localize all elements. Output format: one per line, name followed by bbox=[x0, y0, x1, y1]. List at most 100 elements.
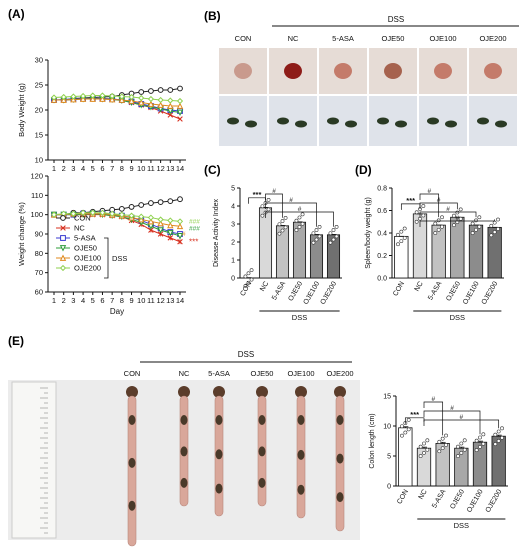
colon-photo-panel: DSS CON NC 5-ASA OJE50 OJE100 OJE200 bbox=[8, 350, 360, 547]
data-point bbox=[489, 223, 494, 228]
significance-mark: # bbox=[272, 188, 276, 195]
data-point bbox=[328, 231, 333, 236]
data-point bbox=[331, 237, 336, 242]
legend-label: OJE100 bbox=[74, 254, 101, 263]
significance-mark: # bbox=[298, 206, 302, 213]
x-tick-label: 6 bbox=[100, 164, 104, 173]
x-tick-label: 7 bbox=[110, 164, 114, 173]
cecum bbox=[126, 386, 138, 398]
significance-mark: ### bbox=[189, 225, 200, 232]
data-point bbox=[138, 202, 145, 208]
data-point bbox=[418, 444, 423, 449]
group-label: OJE50 bbox=[382, 34, 405, 43]
anus-region bbox=[484, 63, 502, 79]
stool-in-colon bbox=[180, 446, 188, 457]
y-tick-label: 110 bbox=[31, 191, 43, 200]
stool-in-colon bbox=[215, 449, 223, 460]
data-point bbox=[157, 96, 164, 104]
data-point bbox=[436, 227, 441, 232]
data-point bbox=[128, 212, 135, 219]
y-tick-label: 1 bbox=[231, 258, 235, 265]
data-point bbox=[414, 219, 419, 224]
stool-in-colon bbox=[258, 415, 266, 425]
y-tick-label: 120 bbox=[30, 172, 43, 181]
data-point bbox=[334, 225, 339, 229]
data-point bbox=[311, 240, 316, 245]
stool-in-colon bbox=[258, 446, 266, 457]
data-point bbox=[260, 204, 265, 209]
x-tick-label: 14 bbox=[176, 296, 184, 305]
cecum bbox=[295, 386, 307, 398]
anus-region bbox=[384, 63, 402, 79]
data-point bbox=[462, 438, 467, 443]
legend-dss-label: DSS bbox=[112, 254, 127, 263]
data-point bbox=[317, 234, 322, 239]
panel-label-c: (C) bbox=[204, 163, 221, 177]
data-point bbox=[399, 239, 404, 244]
group-label: OJE100 bbox=[429, 34, 456, 43]
x-tick-label: 8 bbox=[120, 164, 124, 173]
panel-label-b: (B) bbox=[204, 9, 221, 23]
x-tick-label: 5-ASA bbox=[271, 280, 287, 301]
data-point bbox=[396, 242, 400, 247]
data-point bbox=[99, 209, 106, 216]
data-point bbox=[334, 234, 339, 239]
data-point bbox=[157, 87, 164, 93]
data-point bbox=[452, 223, 456, 228]
group-label: OJE100 bbox=[287, 369, 314, 378]
dss-header-label: DSS bbox=[388, 15, 404, 24]
feces-photo bbox=[319, 96, 367, 146]
sig-bracket bbox=[419, 202, 458, 210]
significance-mark: # bbox=[446, 206, 450, 213]
feces-photo bbox=[369, 96, 417, 146]
legend-label: NC bbox=[74, 224, 85, 233]
panel-label-e: (E) bbox=[8, 334, 24, 348]
data-point bbox=[167, 217, 174, 224]
data-point bbox=[459, 451, 464, 455]
data-point bbox=[421, 213, 426, 218]
legend-label: CON bbox=[74, 214, 91, 223]
data-point bbox=[246, 271, 251, 276]
x-tick-label: 3 bbox=[71, 296, 75, 305]
data-point bbox=[300, 221, 305, 226]
data-point bbox=[59, 254, 67, 261]
y-tick-label: 15 bbox=[383, 394, 391, 401]
sig-bracket bbox=[423, 410, 481, 435]
data-point bbox=[266, 207, 271, 212]
y-tick-label: 90 bbox=[35, 230, 43, 239]
feces-pellet bbox=[227, 117, 239, 125]
y-tick-label: 30 bbox=[35, 56, 43, 65]
data-point bbox=[402, 236, 407, 240]
significance-mark: # bbox=[182, 231, 186, 238]
significance-mark: # bbox=[289, 197, 293, 204]
data-point bbox=[157, 227, 164, 234]
data-point bbox=[59, 245, 67, 252]
data-point bbox=[433, 221, 438, 226]
data-point bbox=[79, 209, 87, 216]
data-point bbox=[458, 216, 463, 221]
sig-bracket bbox=[423, 401, 444, 436]
data-point bbox=[128, 97, 135, 104]
anus-region bbox=[284, 63, 302, 79]
data-point bbox=[452, 213, 456, 218]
panel-label-a: (A) bbox=[8, 7, 25, 21]
cecum bbox=[213, 386, 225, 398]
significance-mark: ### bbox=[189, 218, 200, 225]
significance-mark: # bbox=[428, 188, 432, 195]
data-point bbox=[496, 439, 501, 443]
y-tick-label: 5 bbox=[231, 186, 235, 193]
data-point bbox=[500, 435, 504, 440]
data-point bbox=[109, 92, 116, 100]
data-point bbox=[436, 218, 441, 223]
y-tick-label: 0.4 bbox=[377, 231, 387, 238]
y-tick-label: 80 bbox=[35, 249, 43, 258]
data-point bbox=[300, 212, 305, 217]
dss-label: DSS bbox=[450, 313, 465, 322]
y-tick-label: 3 bbox=[231, 222, 235, 229]
data-point bbox=[314, 237, 319, 242]
data-point bbox=[493, 442, 498, 446]
data-point bbox=[157, 216, 164, 223]
data-point bbox=[492, 230, 497, 235]
